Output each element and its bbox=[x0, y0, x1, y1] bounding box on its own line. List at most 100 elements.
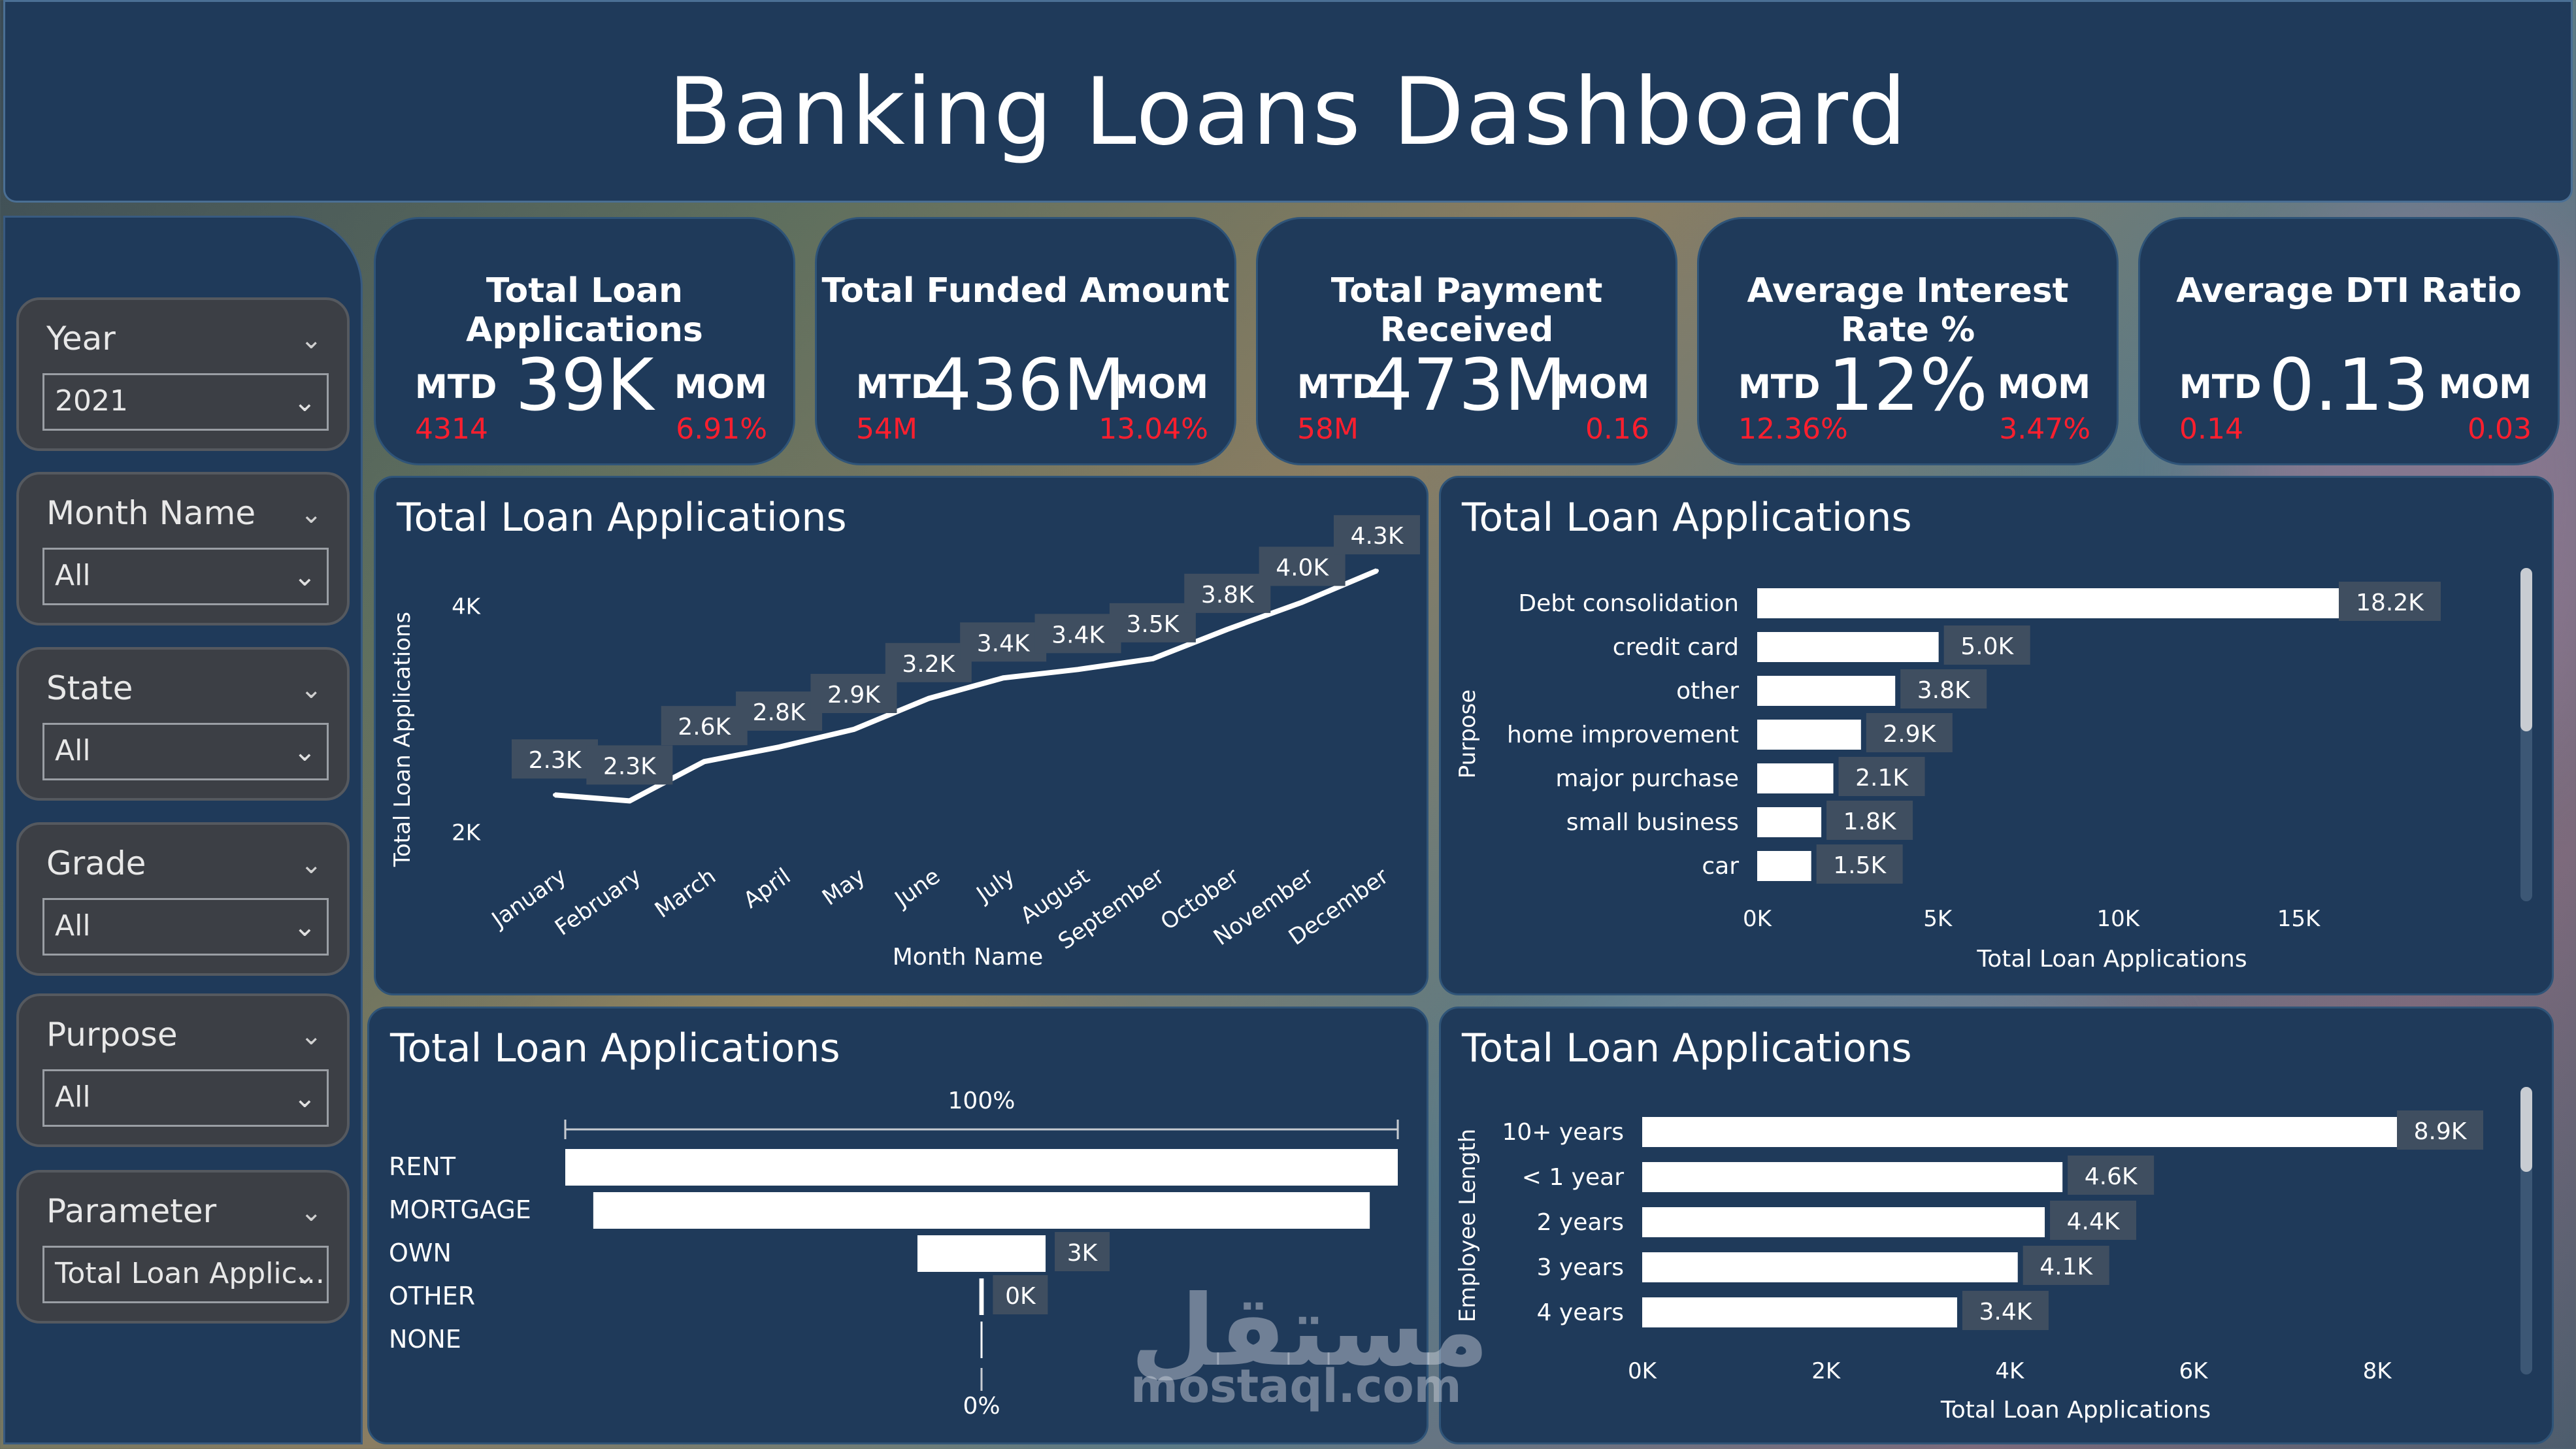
slicer-label: Parameter bbox=[46, 1192, 217, 1230]
chevron-down-icon[interactable]: ⌄ bbox=[293, 1082, 316, 1114]
purpose-scrollbar[interactable] bbox=[2520, 568, 2532, 901]
line-point bbox=[1001, 676, 1006, 680]
bar-data-label: 1.5K bbox=[1833, 852, 1887, 879]
chevron-down-icon[interactable]: ⌄ bbox=[300, 1197, 322, 1227]
employee-length-scrollbar-thumb[interactable] bbox=[2520, 1087, 2532, 1172]
bar bbox=[1642, 1207, 2045, 1237]
employee-length-title: Total Loan Applications bbox=[1462, 1025, 1912, 1071]
chevron-down-icon[interactable]: ⌄ bbox=[300, 499, 322, 529]
bar-data-label-bg bbox=[1866, 713, 1953, 752]
chevron-down-icon[interactable]: ⌄ bbox=[300, 675, 322, 705]
slicer-grade: Grade ⌄ All ⌄ bbox=[16, 822, 350, 976]
category-label: 2 years bbox=[1537, 1209, 1624, 1236]
y-axis-label: Total Loan Applications bbox=[389, 612, 416, 867]
kpi-mtd-label: MTD bbox=[1738, 368, 1821, 406]
slicer-state: State ⌄ All ⌄ bbox=[16, 647, 350, 801]
line-point bbox=[777, 745, 782, 750]
x-tick-label: 8K bbox=[2363, 1358, 2393, 1384]
slicer-dropdown[interactable]: 2021 ⌄ bbox=[42, 373, 329, 431]
bar-data-label-bg bbox=[1962, 1291, 2049, 1330]
category-label: 10+ years bbox=[1502, 1119, 1625, 1146]
x-tick-label: 5K bbox=[1923, 906, 1953, 932]
slicer-dropdown[interactable]: All ⌄ bbox=[42, 898, 329, 956]
kpi-value: 12% bbox=[1828, 343, 1988, 427]
x-axis-label: Total Loan Applications bbox=[1976, 946, 2247, 973]
category-label: other bbox=[1676, 678, 1739, 705]
bar-data-label: 4.1K bbox=[2039, 1254, 2093, 1280]
bar bbox=[1757, 632, 1939, 662]
slicer-dropdown[interactable]: All ⌄ bbox=[42, 548, 329, 605]
chevron-down-icon[interactable]: ⌄ bbox=[293, 910, 316, 942]
slicer-dropdown[interactable]: All ⌄ bbox=[42, 723, 329, 780]
x-tick-label: 10K bbox=[2097, 906, 2141, 932]
slicer-dropdown[interactable]: All ⌄ bbox=[42, 1069, 329, 1127]
line-data-label: 3.4K bbox=[1051, 622, 1105, 648]
bar-data-label-bg bbox=[2397, 1110, 2483, 1150]
category-label: 3 years bbox=[1537, 1254, 1624, 1281]
chevron-down-icon[interactable]: ⌄ bbox=[293, 560, 316, 592]
purpose-scrollbar-thumb[interactable] bbox=[2520, 568, 2532, 731]
kpi-card: Total Funded Amount MTD 436M MOM 54M 13.04% bbox=[815, 217, 1236, 465]
chevron-down-icon[interactable]: ⌄ bbox=[293, 386, 316, 418]
bar bbox=[1757, 763, 1834, 793]
line-data-label-bg bbox=[661, 706, 748, 746]
line-series bbox=[554, 568, 1378, 804]
x-tick-label: 0K bbox=[1628, 1358, 1658, 1384]
line-data-label-bg bbox=[1109, 603, 1196, 642]
bar bbox=[1642, 1297, 1957, 1327]
kpi-title: Total Payment Received bbox=[1330, 271, 1603, 350]
dashboard-header: Banking Loans Dashboard bbox=[3, 0, 2573, 203]
category-label: car bbox=[1702, 853, 1739, 880]
bar-data-label: 2.1K bbox=[1855, 765, 1909, 791]
kpi-mom-value: 6.91% bbox=[676, 412, 767, 446]
funnel-top-label: 100% bbox=[948, 1088, 1016, 1114]
bar-data-label-bg bbox=[1816, 844, 1903, 884]
chevron-down-icon[interactable]: ⌄ bbox=[300, 850, 322, 880]
funnel-bottom-label: 0% bbox=[963, 1393, 1000, 1420]
line-data-label: 2.6K bbox=[678, 714, 731, 741]
x-tick-label: 4K bbox=[1995, 1358, 2025, 1384]
chevron-down-icon[interactable]: ⌄ bbox=[293, 735, 316, 767]
x-tick-label: May bbox=[817, 863, 870, 911]
kpi-title: Total Loan Applications bbox=[466, 271, 703, 350]
slicer-selected-value: All bbox=[55, 1080, 91, 1114]
x-tick-label: April bbox=[739, 863, 796, 914]
purpose-title: Total Loan Applications bbox=[1462, 495, 1912, 541]
line-data-label: 4.3K bbox=[1351, 523, 1404, 550]
bar bbox=[1757, 851, 1811, 881]
funnel-data-label: 3K bbox=[1067, 1240, 1098, 1267]
slicer-selected-value: All bbox=[55, 559, 91, 592]
y-axis-label: Employee Length bbox=[1455, 1129, 1481, 1322]
chevron-down-icon[interactable]: ⌄ bbox=[300, 325, 322, 355]
kpi-card: Average DTI Ratio MTD 0.13 MOM 0.14 0.03 bbox=[2138, 217, 2560, 465]
x-tick-label: July bbox=[971, 863, 1020, 908]
employee-length-scrollbar[interactable] bbox=[2520, 1087, 2532, 1374]
line-point bbox=[851, 727, 856, 732]
bar-data-label: 18.2K bbox=[2356, 590, 2424, 616]
bar bbox=[1757, 588, 2415, 618]
line-point bbox=[1076, 667, 1080, 672]
slicer-dropdown[interactable]: Total Loan Applic... ⌄ bbox=[42, 1246, 329, 1303]
kpi-card: Average Interest Rate % MTD 12% MOM 12.36% 3.… bbox=[1697, 217, 2119, 465]
kpi-mom-value: 0.03 bbox=[2468, 412, 2532, 446]
line-data-label: 4.0K bbox=[1276, 554, 1329, 581]
line-point bbox=[926, 696, 931, 701]
chevron-down-icon[interactable]: ⌄ bbox=[300, 1021, 322, 1051]
y-axis-label: Purpose bbox=[1455, 690, 1481, 778]
line-data-label-bg bbox=[885, 642, 972, 682]
line-data-label-bg bbox=[810, 674, 897, 714]
line-point bbox=[553, 793, 557, 797]
kpi-title: Average Interest Rate % bbox=[1747, 271, 2069, 350]
kpi-value: 436M bbox=[926, 343, 1125, 427]
chevron-down-icon[interactable]: ⌄ bbox=[293, 1258, 316, 1290]
funnel-data-label: 0K bbox=[1005, 1283, 1036, 1310]
line-data-label: 3.8K bbox=[1201, 582, 1255, 608]
line-point bbox=[1300, 600, 1304, 605]
funnel-bar bbox=[980, 1322, 983, 1358]
x-tick-label: February bbox=[550, 863, 646, 941]
line-data-label-bg bbox=[512, 739, 598, 779]
line-data-label-bg bbox=[960, 622, 1047, 662]
funnel-bar bbox=[593, 1192, 1370, 1229]
bar bbox=[1642, 1252, 2018, 1282]
x-tick-label: 6K bbox=[2179, 1358, 2209, 1384]
